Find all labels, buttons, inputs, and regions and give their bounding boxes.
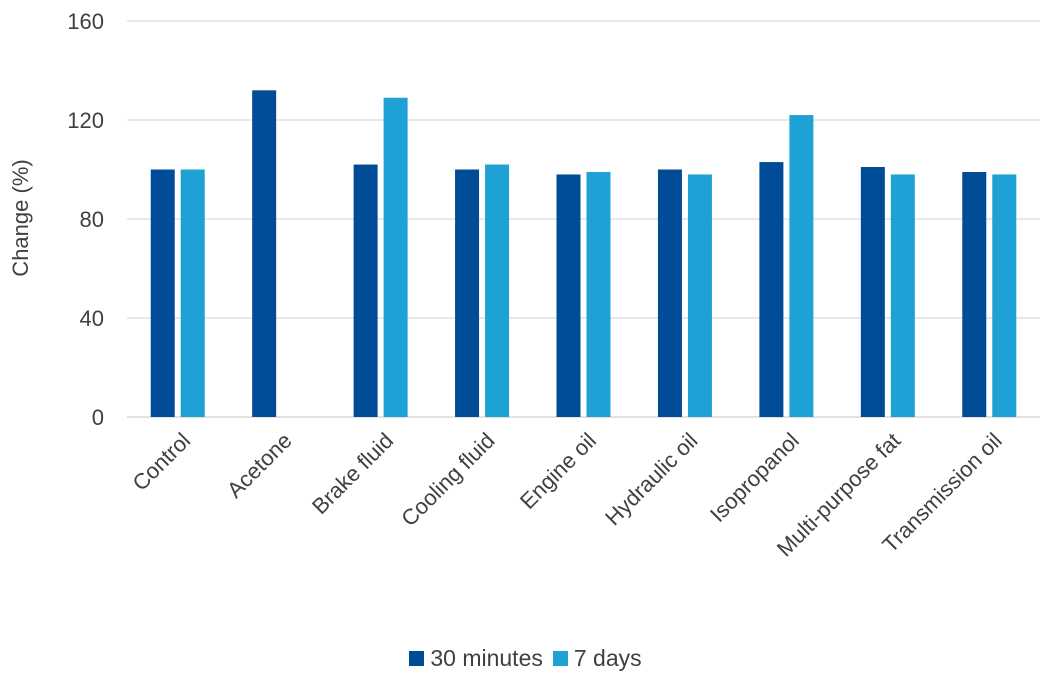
- bar: [962, 171, 987, 417]
- y-tick-label: 160: [67, 9, 104, 34]
- x-tick-label: Cooling fluid: [396, 428, 499, 531]
- bar: [586, 171, 611, 417]
- legend-item-30-minutes: 30 minutes: [409, 645, 543, 672]
- bar: [150, 169, 175, 417]
- bar: [992, 174, 1017, 417]
- gridlines: [127, 20, 1040, 418]
- bar: [485, 164, 510, 417]
- bar: [252, 90, 277, 418]
- bars: [150, 90, 1017, 418]
- bar: [180, 169, 205, 417]
- bar: [759, 162, 784, 417]
- bar: [383, 97, 408, 417]
- bar: [353, 164, 378, 417]
- y-tick-label: 120: [67, 108, 104, 133]
- legend-swatch-7-days: [552, 651, 568, 666]
- x-tick-label: Engine oil: [515, 428, 601, 514]
- bar: [657, 169, 682, 417]
- y-axis: 0 40 80 120 160: [67, 9, 104, 430]
- y-tick-label: 40: [80, 306, 104, 331]
- bar: [687, 174, 712, 417]
- x-tick-label: Acetone: [222, 428, 297, 503]
- legend-label-30-minutes: 30 minutes: [430, 645, 543, 671]
- x-tick-label: Brake fluid: [307, 428, 398, 519]
- bar: [890, 174, 915, 417]
- legend-item-7-days: 7 days: [552, 645, 642, 672]
- x-tick-label: Control: [127, 428, 195, 496]
- y-axis-title: Change (%): [8, 159, 33, 276]
- legend: 30 minutes 7 days: [0, 645, 1051, 672]
- bar: [556, 174, 581, 417]
- bar: [789, 115, 814, 418]
- x-tick-label: Hydraulic oil: [600, 428, 702, 530]
- legend-label-7-days: 7 days: [573, 645, 642, 671]
- bar: [455, 169, 480, 417]
- legend-swatch-30-minutes: [409, 651, 425, 666]
- y-tick-label: 80: [80, 207, 104, 232]
- x-tick-label: Isopropanol: [705, 428, 804, 527]
- bar: [860, 167, 885, 417]
- y-tick-label: 0: [92, 405, 104, 430]
